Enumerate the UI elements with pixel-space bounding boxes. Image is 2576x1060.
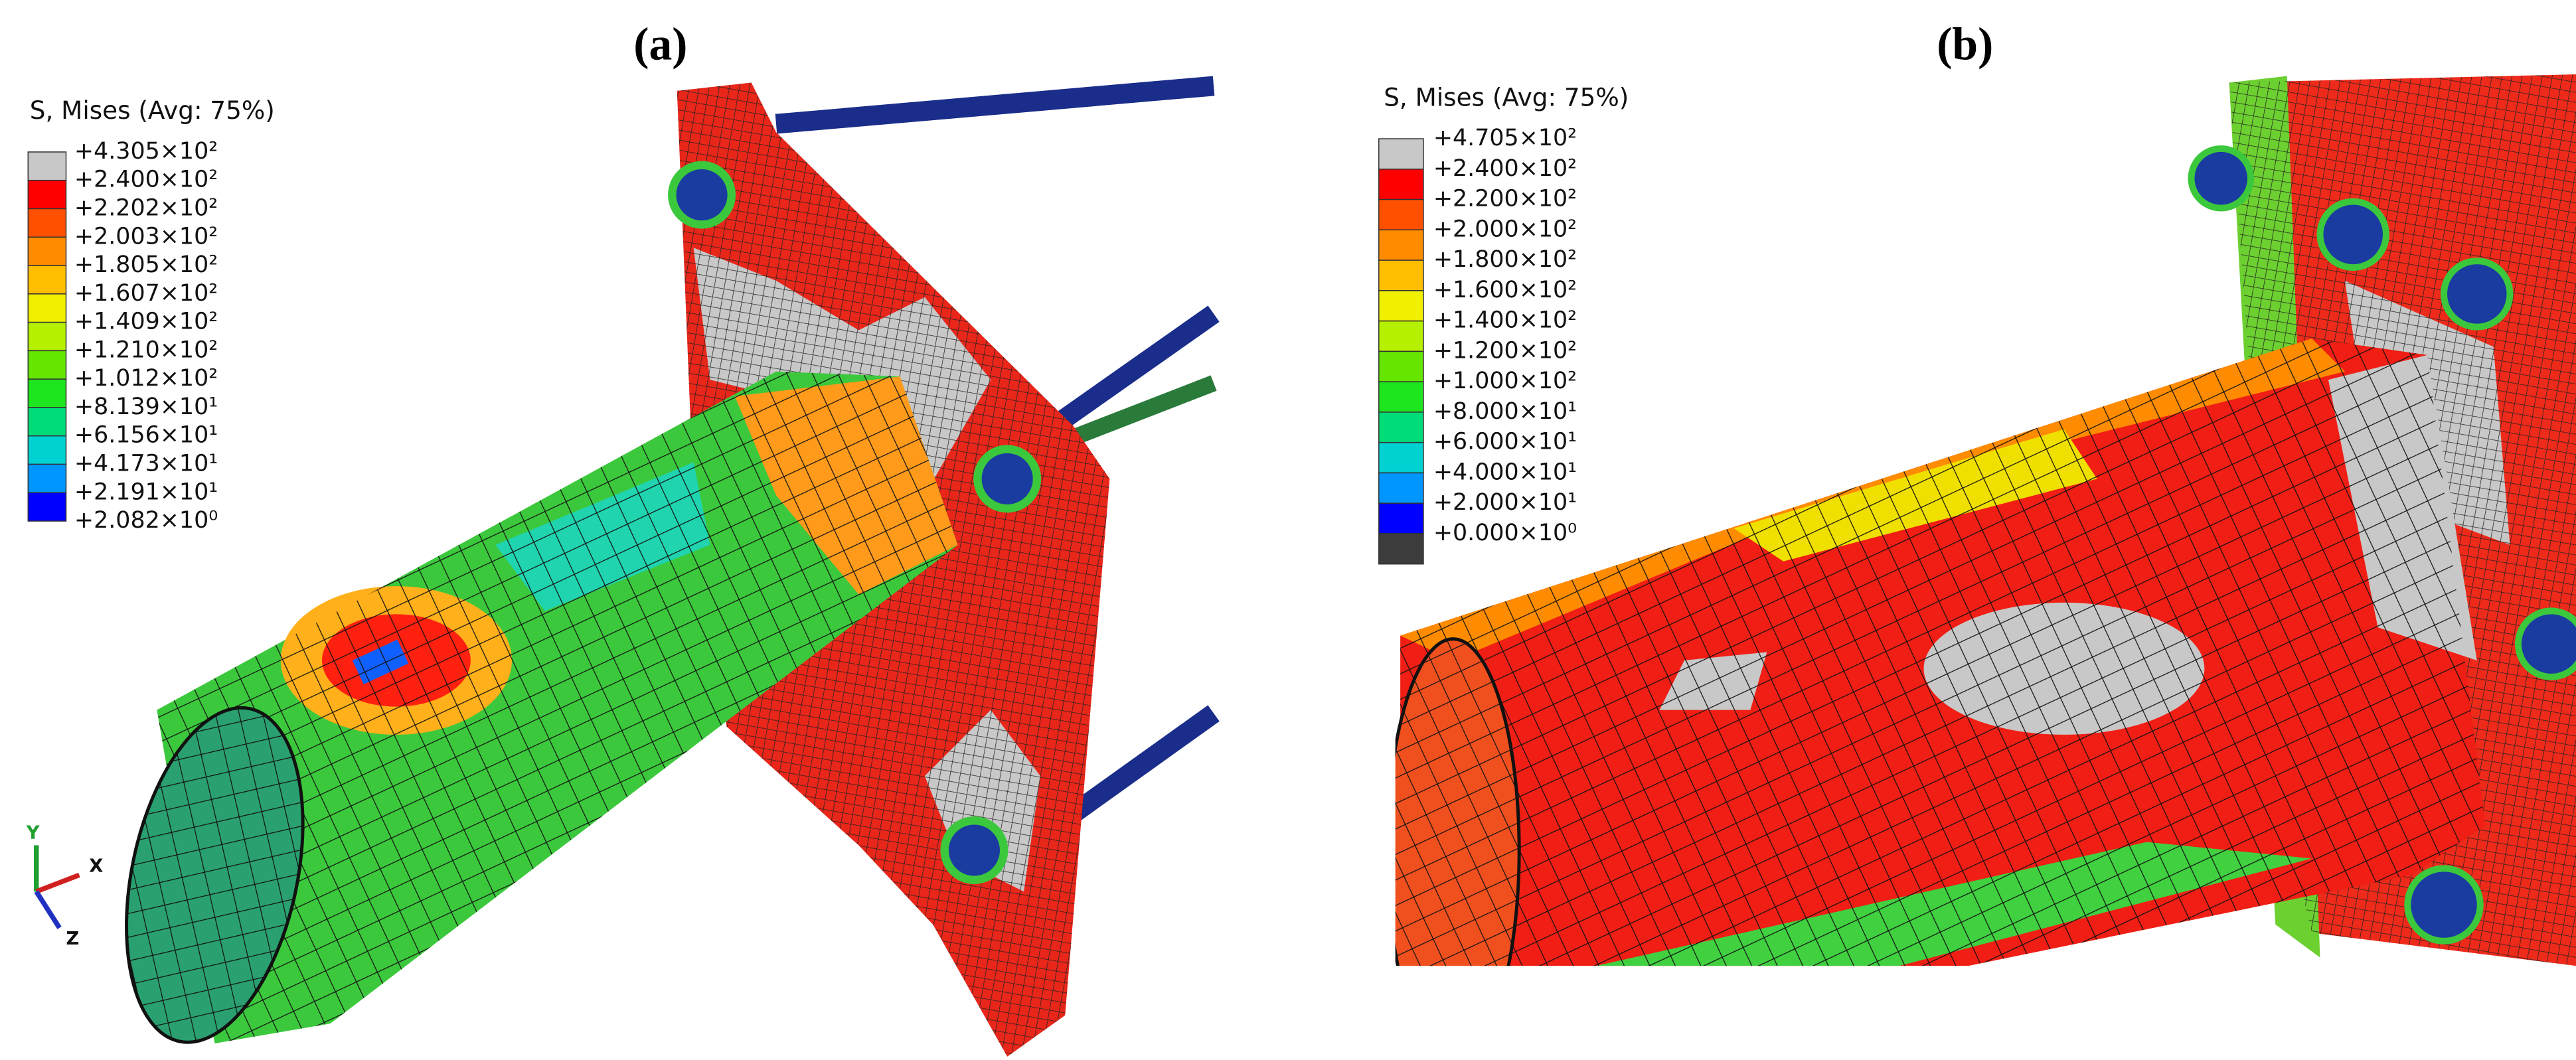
legend-swatch [1378,441,1424,474]
legend-swatch [27,435,67,465]
tube-opening-mesh [126,708,303,1043]
legend-label: +4.000×10¹ [1433,459,1577,485]
legend-swatch [1378,320,1424,352]
x-axis-arrow [35,872,80,894]
rod [1051,705,1220,834]
bolt [2514,607,2576,680]
bolt [940,816,1008,885]
tube-opening-mesh [1395,639,1520,966]
bolt [2188,145,2254,212]
legend-label: +1.800×10² [1433,246,1577,273]
legend-swatch [1378,260,1424,291]
legend-swatch [27,492,67,522]
rod [775,76,1215,134]
z-axis-arrow [34,890,62,929]
legend-label: +1.210×10² [74,337,218,363]
legend-swatch [27,407,67,437]
tube-mesh [1400,338,2486,966]
axis-label: Z [66,929,79,949]
rod [1070,375,1217,445]
legend-swatch [1378,138,1424,170]
legend-label: +8.000×10¹ [1433,398,1577,425]
legend-label: +2.200×10² [1433,186,1577,212]
axis-label: X [89,856,103,876]
legend-swatch [1378,169,1424,200]
legend-swatch [27,151,67,181]
legend-label: +1.012×10² [74,365,218,392]
legend-label: +2.400×10² [74,167,218,193]
bolt [2316,198,2389,271]
legend-swatch [27,463,67,494]
axis-label: Y [26,823,40,844]
model-b [1395,74,2576,966]
legend-swatch [27,350,67,380]
legend-label: +4.173×10¹ [74,451,218,477]
legend-swatch [1378,229,1424,261]
legend-title: S, Mises (Avg: 75%) [1384,82,1629,112]
legend-label: +8.139×10¹ [74,394,218,420]
legend-swatch [1378,412,1424,443]
legend-swatch [27,208,67,238]
legend-label: +1.607×10² [74,280,218,307]
panel-label: (b) [1937,19,1993,70]
legend-label: +4.305×10² [74,138,218,165]
legend-swatch [27,293,67,323]
bolt [2404,865,2484,945]
legend-swatch [1378,472,1424,504]
tube-mesh [157,371,958,1044]
legend-swatch [27,321,67,352]
legend-label: +2.082×10⁰ [74,507,218,534]
legend-swatch [27,265,67,295]
legend-swatch [1378,290,1424,322]
legend-label: +6.000×10¹ [1433,429,1577,455]
legend-swatch [27,179,67,210]
panel-label: (a) [633,19,687,70]
legend-swatch [1378,502,1424,534]
legend-label: +1.805×10² [74,252,218,278]
legend-label: +4.705×10² [1433,125,1577,151]
legend-label: +6.156×10¹ [74,422,218,449]
legend-swatch [1378,381,1424,413]
legend-label: +1.200×10² [1433,337,1577,364]
legend-label: +1.000×10² [1433,368,1577,394]
model-a [125,76,1220,1057]
legend-label: +2.003×10² [74,223,218,250]
bolt [973,445,1042,513]
axis-triad [33,845,80,929]
legend-label: +2.191×10¹ [74,479,218,505]
legend-swatch [1378,350,1424,382]
legend-swatch [27,378,67,408]
legend-label: +1.600×10² [1433,277,1577,303]
legend-label: +2.000×10² [1433,216,1577,242]
legend-label: +1.409×10² [74,309,218,335]
legend-label: +0.000×10⁰ [1433,520,1577,546]
legend-swatch [27,236,67,266]
legend-swatch [1378,533,1424,565]
bolt [2441,258,2514,331]
legend-label: +1.400×10² [1433,307,1577,334]
legend-label: +2.000×10¹ [1433,489,1577,516]
bolt [668,161,736,229]
legend-label: +2.202×10² [74,194,218,221]
legend-swatch [1378,198,1424,231]
legend-label: +2.400×10² [1433,155,1577,182]
legend-title: S, Mises (Avg: 75%) [30,96,275,125]
